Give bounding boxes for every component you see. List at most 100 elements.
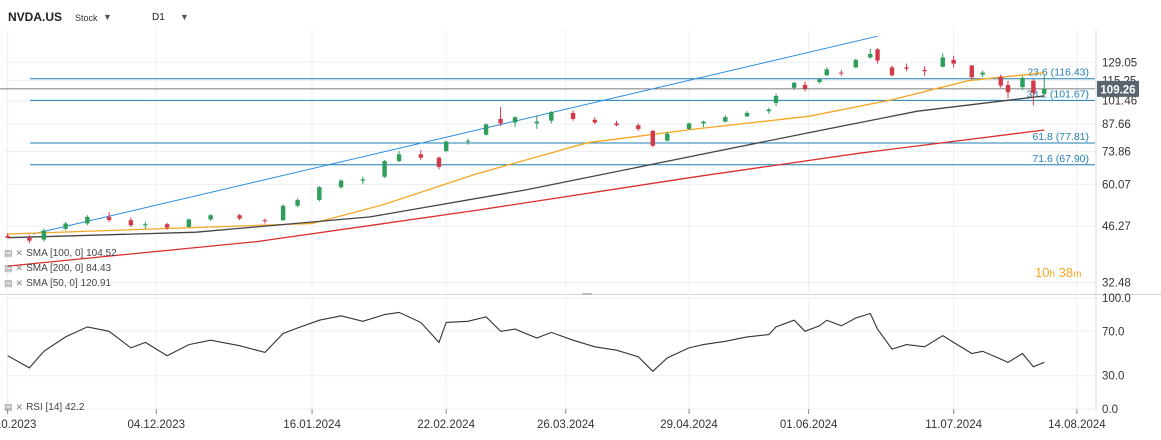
symbol-dropdown-icon[interactable]: ▼ [103, 12, 112, 22]
y-tick-label: 129.05 [1102, 57, 1137, 69]
candle-body [164, 224, 170, 228]
settings-icon[interactable]: ▤ [4, 263, 13, 273]
chart-toolbar: NVDA.US Stock ▼ D1 ▼ [0, 0, 1161, 32]
y-tick-label: 87.66 [1102, 119, 1131, 131]
candle-body [802, 84, 808, 89]
candle-body [868, 53, 873, 58]
candle-body [498, 118, 503, 124]
timeframe-dropdown-icon[interactable]: ▼ [180, 12, 189, 22]
candle-body [418, 154, 424, 158]
rsi-tick-label: 70.0 [1102, 326, 1124, 338]
candle-body [360, 179, 366, 181]
close-icon[interactable]: ✕ [15, 263, 24, 273]
candle-body [839, 72, 844, 74]
candle-body [791, 82, 797, 88]
candle-body [636, 125, 641, 129]
candle-body [1020, 77, 1025, 88]
close-icon[interactable]: ✕ [15, 402, 24, 412]
candle-body [443, 141, 449, 152]
indicator-sma200[interactable]: ▤ ✕ SMA [200, 0] 84.43 [4, 263, 111, 274]
rsi-line [7, 311, 1045, 373]
candle-body [27, 237, 32, 241]
candle-body [686, 123, 692, 129]
candle-body [614, 123, 619, 126]
settings-icon[interactable]: ▤ [4, 248, 13, 258]
candle-body [744, 112, 750, 117]
candle-body [534, 121, 540, 124]
trend-line [32, 35, 878, 235]
rsi-tick-label: 30.0 [1102, 371, 1124, 383]
candle-body [1042, 88, 1047, 94]
candle-body [773, 95, 779, 104]
indicator-sma50[interactable]: ▤ ✕ SMA [50, 0] 120.91 [4, 278, 111, 289]
y-tick-label: 60.07 [1102, 179, 1131, 191]
price-badge-label: 109.26 [1100, 84, 1135, 96]
indicator-rsi[interactable]: ▤ ✕ RSI [14] 42.2 [4, 402, 84, 413]
candle-body [128, 220, 134, 226]
candle-body [723, 117, 728, 122]
candle-body [483, 124, 489, 135]
settings-icon[interactable]: ▤ [4, 402, 13, 412]
rsi-tick-label: 100.0 [1102, 293, 1131, 305]
candle-body [465, 140, 471, 142]
candle-body [853, 59, 858, 68]
candle-body [85, 216, 90, 224]
candle-body [817, 79, 822, 83]
candle-body [904, 67, 909, 69]
candle-body [5, 235, 10, 238]
candle-body [295, 199, 300, 206]
instrument-type-label: Stock [75, 13, 98, 23]
candle-body [549, 112, 554, 121]
indicator-label: RSI [14] 42.2 [26, 402, 85, 413]
candle-body [512, 117, 518, 123]
candle-body [570, 112, 576, 119]
candle-body [1005, 84, 1011, 93]
y-tick-label: 101.46 [1102, 96, 1137, 108]
candle-body [338, 180, 344, 188]
candle-body [824, 69, 829, 76]
candle-body [208, 215, 213, 220]
x-tick-label: 16.01.2024 [283, 419, 341, 431]
indicator-sma100[interactable]: ▤ ✕ SMA [100, 0] 104.52 [4, 248, 117, 259]
x-tick-label: 22.02.2024 [417, 419, 475, 431]
candle-body [382, 161, 387, 177]
candle-body [650, 130, 656, 146]
sma-line [7, 129, 1045, 267]
indicator-label: SMA [50, 0] 120.91 [26, 278, 112, 289]
x-tick-label: 26.03.2024 [537, 419, 595, 431]
close-icon[interactable]: ✕ [15, 278, 24, 288]
timer-hours: 10 [1035, 265, 1050, 280]
rsi-tick-label: 0.0 [1102, 404, 1118, 416]
candle-body [665, 133, 670, 141]
candle-body [889, 67, 895, 76]
candle-body [592, 119, 598, 123]
y-tick-label: 46.27 [1102, 221, 1131, 233]
candle-body [701, 121, 706, 124]
y-tick-label: 32.48 [1102, 277, 1131, 289]
y-tick-label: 73.86 [1102, 146, 1131, 158]
timeframe-label[interactable]: D1 [152, 12, 165, 23]
sma-line [7, 72, 1045, 235]
candle-body [41, 230, 47, 240]
symbol-label[interactable]: NVDA.US [8, 10, 63, 24]
price-badge [1097, 80, 1139, 97]
pane-resize-handle [582, 293, 592, 295]
candle-body [922, 69, 927, 72]
timer-hours-unit: h [1049, 269, 1056, 280]
candle-body [396, 154, 402, 162]
sma-line [7, 95, 1045, 239]
settings-icon[interactable]: ▤ [4, 278, 13, 288]
fib-level-label: 38.2 (101.67) [1027, 88, 1089, 100]
fib-level-label: 71.6 (67.90) [1032, 153, 1089, 165]
timer-minutes: 38 [1058, 265, 1074, 280]
candle-countdown: 10h 38m [1035, 265, 1081, 280]
candle-body [998, 76, 1003, 86]
timer-minutes-unit: m [1073, 269, 1082, 280]
candle-body [63, 223, 68, 229]
x-tick-label: 04.12.2023 [127, 419, 185, 431]
close-icon[interactable]: ✕ [15, 248, 24, 258]
candle-body [980, 72, 985, 75]
candle-body [186, 219, 192, 227]
candle-body [1031, 80, 1036, 93]
